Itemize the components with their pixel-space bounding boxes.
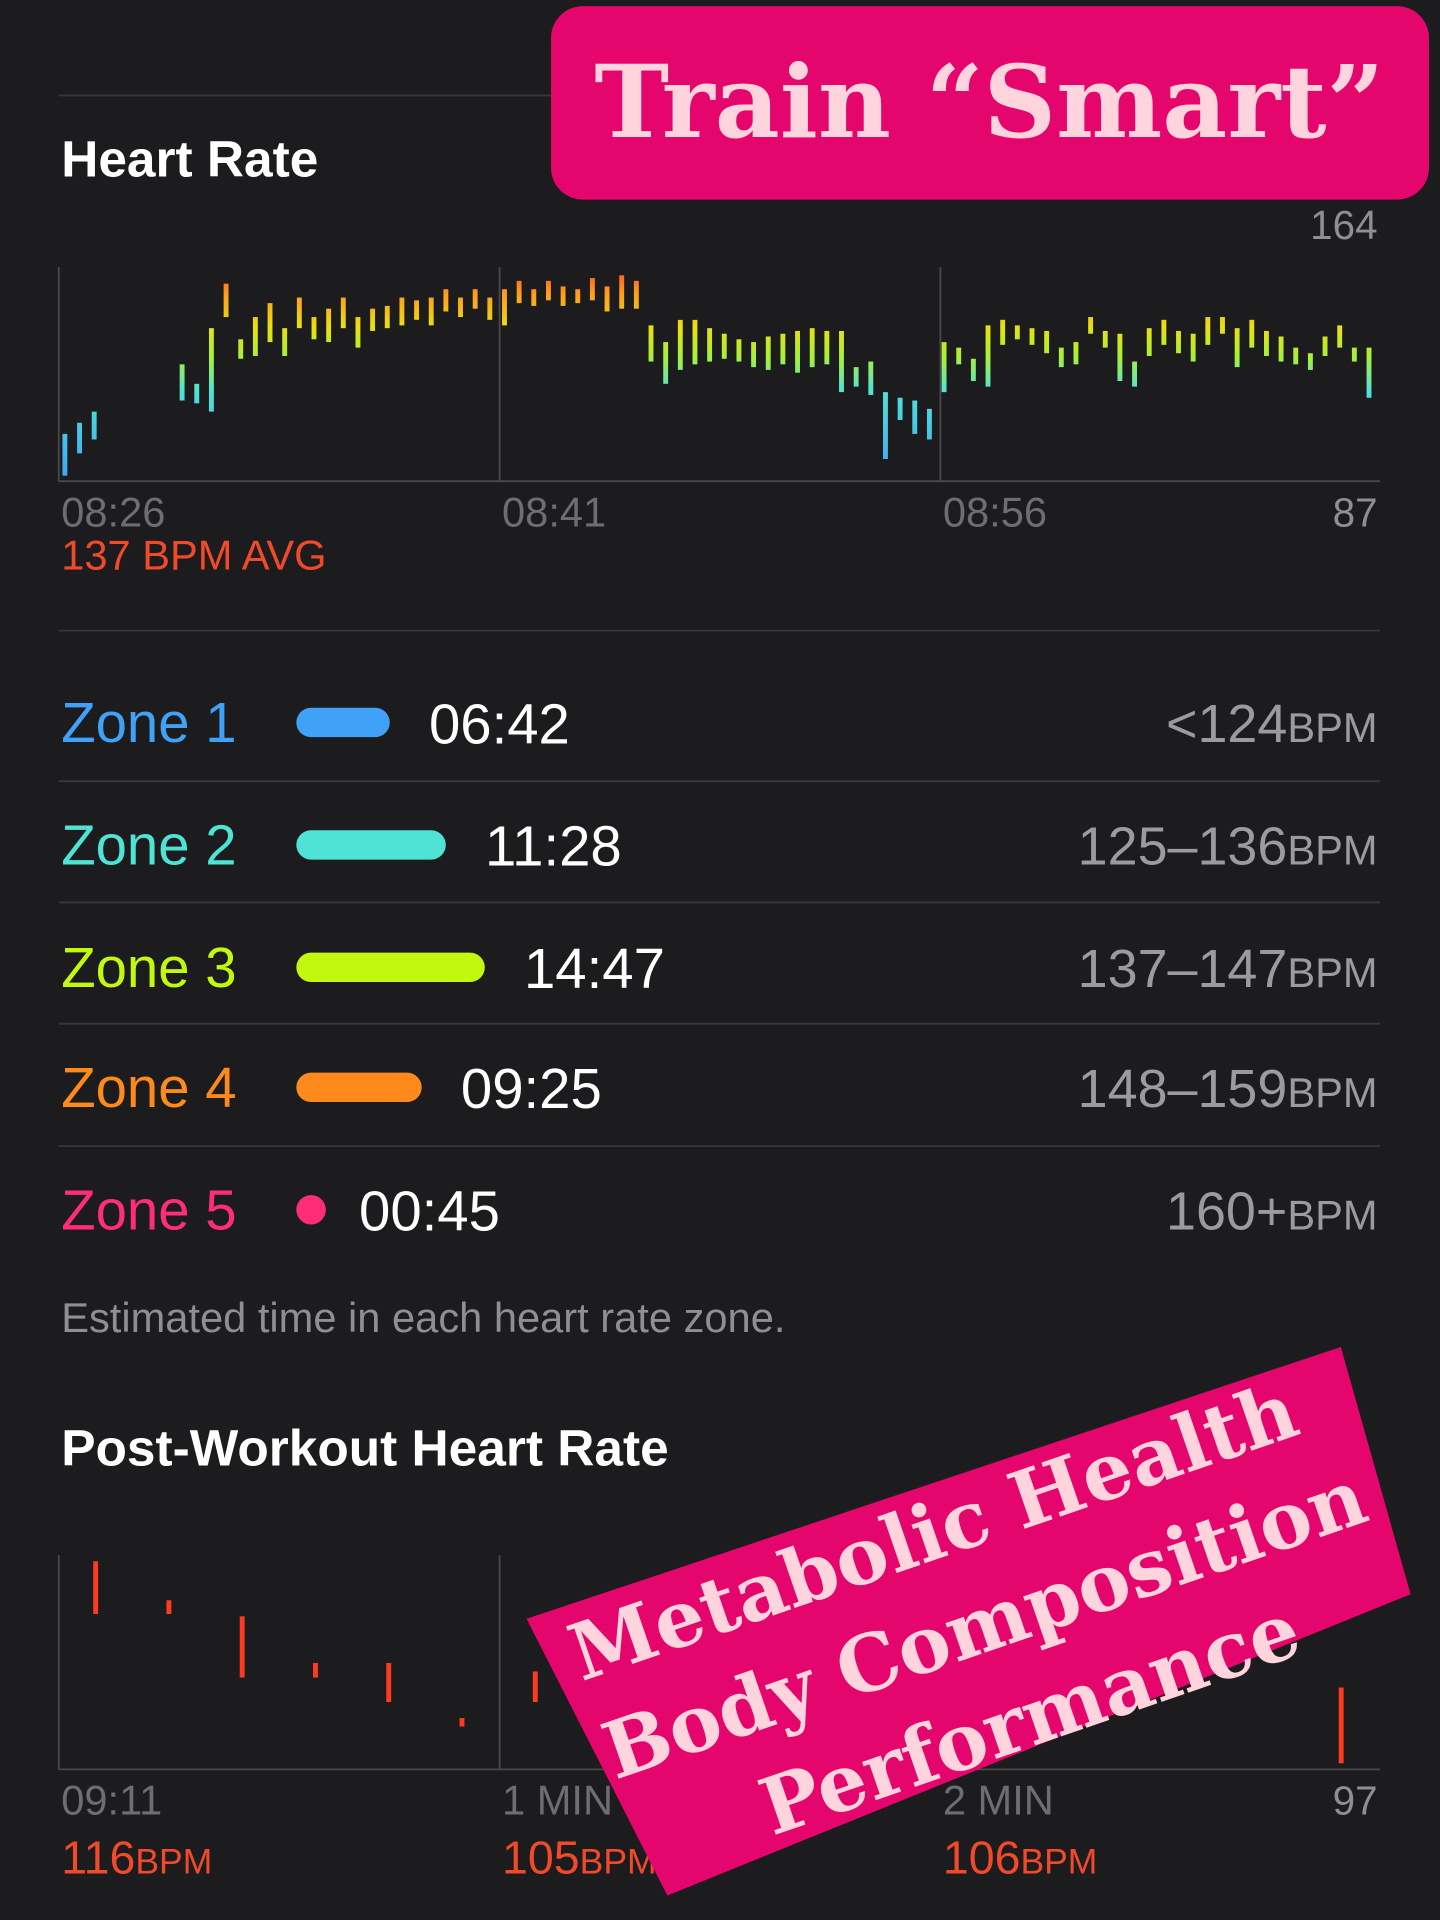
sticker-bg xyxy=(526,1346,1411,1896)
zone-range-value: 137–147 xyxy=(1078,939,1288,999)
zone-range: 148–159BPM xyxy=(1078,1059,1378,1119)
zone-range-unit: BPM xyxy=(1287,1191,1377,1238)
column-value: 106BPM xyxy=(943,1831,1098,1883)
column-unit: BPM xyxy=(135,1841,212,1881)
zone-duration: 06:42 xyxy=(429,692,570,755)
column-unit: BPM xyxy=(1020,1841,1097,1881)
zone-range: <124BPM xyxy=(1166,694,1378,754)
zone-name: Zone 5 xyxy=(61,1178,236,1241)
zone-range-unit: BPM xyxy=(1287,1069,1377,1116)
zone-range-unit: BPM xyxy=(1287,949,1377,996)
zone-range: 125–136BPM xyxy=(1078,816,1378,876)
sticker-top: Train “Smart” xyxy=(551,6,1429,200)
column-time: 09:11 xyxy=(61,1777,162,1824)
section-title: Post-Workout Heart Rate xyxy=(61,1419,668,1477)
column-value: 105BPM xyxy=(502,1831,657,1883)
zone-duration: 11:28 xyxy=(485,815,622,878)
y-tick-label: 87 xyxy=(1333,490,1378,536)
zone-range-unit: BPM xyxy=(1287,826,1377,873)
column-bpm: 106 xyxy=(943,1831,1021,1883)
average: 137 BPM AVG xyxy=(61,531,326,578)
zone-range: 137–147BPM xyxy=(1078,939,1378,999)
zones-note: Estimated time in each heart rate zone. xyxy=(61,1294,785,1341)
zone-range-value: <124 xyxy=(1166,694,1287,754)
section-title: Heart Rate xyxy=(61,129,318,187)
zone-name: Zone 4 xyxy=(61,1056,236,1119)
sticker-bg xyxy=(551,6,1429,200)
zone-range-unit: BPM xyxy=(1287,704,1377,751)
column-time: 2 MIN xyxy=(943,1777,1054,1824)
sticker-text: Train “Smart” xyxy=(594,43,1384,161)
zone-duration: 00:45 xyxy=(359,1180,500,1243)
zone-name: Zone 1 xyxy=(61,691,236,754)
zone-name: Zone 3 xyxy=(61,936,236,999)
zone-range-value: 125–136 xyxy=(1078,816,1288,876)
y-tick-label: 164 xyxy=(1310,202,1377,248)
zone-range-value: 160+ xyxy=(1166,1181,1287,1241)
column-value: 116BPM xyxy=(61,1831,212,1883)
x-tick-label: 08:26 xyxy=(61,489,165,536)
column-bpm: 116 xyxy=(61,1831,135,1883)
column-time: 1 MIN xyxy=(502,1777,613,1824)
zone-range: 160+BPM xyxy=(1166,1181,1378,1241)
y-tick-label: 97 xyxy=(1333,1778,1378,1824)
x-tick-label: 08:41 xyxy=(502,489,606,536)
zone-duration: 09:25 xyxy=(461,1057,602,1120)
zone-name: Zone 2 xyxy=(61,813,236,876)
zone-range-value: 148–159 xyxy=(1078,1059,1288,1119)
x-tick-label: 08:56 xyxy=(943,489,1047,536)
column-bpm: 105 xyxy=(502,1831,580,1883)
zone-duration: 14:47 xyxy=(524,937,665,1000)
